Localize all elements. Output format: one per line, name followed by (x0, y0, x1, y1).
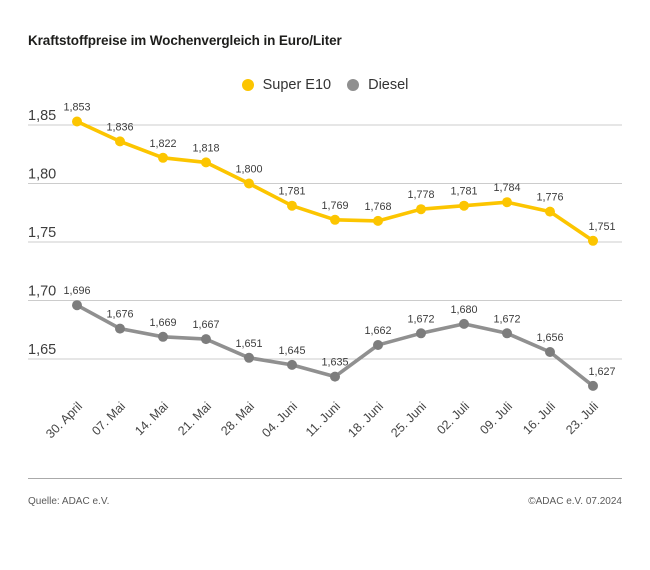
super-e10-value-label: 1,836 (106, 121, 133, 133)
diesel-value-label: 1,662 (364, 325, 391, 337)
legend-item-super-e10: Super E10 (241, 77, 332, 93)
x-tick-label: 25. Juni (388, 399, 429, 440)
x-tick-label: 07. Mai (89, 399, 128, 438)
x-tick-label: 18. Juni (345, 399, 386, 440)
diesel-point (115, 323, 125, 334)
x-tick-label: 21. Mai (175, 399, 214, 438)
diesel-dot-icon (347, 79, 360, 91)
y-tick-label: 1,85 (28, 108, 56, 124)
super-e10-dot-icon (241, 79, 254, 91)
diesel-value-label: 1,645 (278, 345, 305, 357)
diesel-value-label: 1,635 (321, 357, 348, 369)
super-e10-value-label: 1,781 (450, 186, 477, 198)
diesel-point (416, 328, 426, 339)
diesel-point (545, 347, 555, 357)
super-e10-value-label: 1,784 (493, 182, 520, 194)
diesel-value-label: 1,667 (192, 319, 219, 331)
legend: Super E10 Diesel (0, 77, 650, 93)
diesel-point (459, 318, 469, 329)
diesel-value-label: 1,651 (235, 338, 262, 350)
super-e10-point (502, 197, 512, 208)
chart-title: Kraftstoffpreise im Wochenvergleich in E… (28, 33, 342, 48)
y-tick-label: 1,70 (28, 284, 56, 300)
x-tick-label: 11. Juni (303, 399, 343, 439)
super-e10-value-label: 1,818 (192, 142, 219, 154)
legend-label-diesel: Diesel (368, 77, 409, 93)
super-e10-point (287, 200, 297, 211)
super-e10-point (72, 116, 82, 127)
diesel-value-label: 1,676 (106, 309, 133, 321)
diesel-point (330, 371, 340, 382)
super-e10-point (588, 235, 598, 246)
x-tick-label: 02. Juli (434, 399, 472, 437)
super-e10-value-label: 1,853 (63, 102, 90, 114)
x-tick-label: 09. Juli (477, 399, 515, 437)
super-e10-point (545, 206, 555, 217)
diesel-point (244, 352, 254, 363)
x-tick-label: 14. Mai (132, 399, 171, 438)
super-e10-value-label: 1,776 (536, 192, 563, 204)
diesel-point (588, 380, 598, 391)
super-e10-value-label: 1,768 (364, 201, 391, 213)
x-tick-label: 04. Juni (259, 399, 300, 440)
x-tick-label: 16. Juli (520, 399, 558, 437)
legend-label-super-e10: Super E10 (262, 77, 332, 93)
super-e10-point (115, 136, 125, 147)
diesel-value-label: 1,627 (588, 366, 615, 378)
super-e10-point (416, 204, 426, 215)
diesel-point (502, 328, 512, 339)
diesel-point (158, 331, 168, 342)
x-tick-label: 30. April (43, 399, 85, 441)
super-e10-point (459, 200, 469, 211)
y-tick-label: 1,65 (28, 342, 56, 358)
super-e10-point (373, 215, 383, 226)
diesel-value-label: 1,672 (407, 313, 434, 325)
super-e10-value-label: 1,800 (235, 164, 262, 176)
super-e10-point (158, 152, 168, 163)
diesel-point (201, 334, 211, 345)
super-e10-value-label: 1,781 (278, 186, 305, 198)
x-tick-label: 28. Mai (218, 399, 257, 438)
super-e10-value-label: 1,751 (588, 221, 615, 233)
y-tick-label: 1,75 (28, 225, 56, 241)
super-e10-value-label: 1,778 (407, 189, 434, 201)
super-e10-value-label: 1,822 (149, 138, 176, 150)
copyright-note: ©ADAC e.V. 07.2024 (528, 496, 622, 507)
diesel-value-label: 1,656 (536, 332, 563, 344)
diesel-value-label: 1,696 (63, 285, 90, 297)
diesel-value-label: 1,669 (149, 317, 176, 329)
diesel-value-label: 1,672 (493, 313, 520, 325)
diesel-point (72, 300, 82, 311)
super-e10-point (330, 214, 340, 225)
diesel-point (287, 359, 297, 370)
super-e10-point (244, 178, 254, 189)
chart-svg: 1,85 1,80 1,75 1,70 1,65 1,853 1,836 1,822 1,818… (28, 102, 622, 441)
diesel-value-label: 1,680 (450, 304, 477, 316)
legend-item-diesel: Diesel (347, 77, 408, 93)
source-note: Quelle: ADAC e.V. (28, 496, 110, 507)
x-tick-label: 23. Juli (563, 399, 601, 437)
y-tick-label: 1,80 (28, 167, 56, 183)
footer-divider (28, 478, 622, 479)
diesel-point (373, 340, 383, 350)
super-e10-point (201, 157, 211, 168)
super-e10-value-label: 1,769 (321, 200, 348, 212)
